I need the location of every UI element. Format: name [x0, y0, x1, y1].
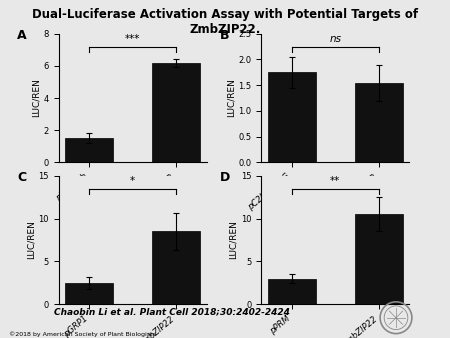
Y-axis label: LUC/REN: LUC/REN [27, 220, 36, 260]
Bar [153, 232, 200, 304]
Text: B: B [220, 29, 229, 42]
Text: D: D [220, 171, 230, 184]
Bar [268, 72, 315, 162]
Bar [268, 279, 315, 304]
Y-axis label: LUC/REN: LUC/REN [226, 78, 235, 118]
Text: Chaobin Li et al. Plant Cell 2018;30:2402-2424: Chaobin Li et al. Plant Cell 2018;30:240… [54, 307, 290, 316]
Bar [65, 283, 113, 304]
Text: C: C [17, 171, 26, 184]
Text: ns: ns [329, 34, 341, 44]
Bar [153, 63, 200, 162]
Text: *: * [130, 176, 135, 186]
Y-axis label: LUC/REN: LUC/REN [229, 220, 238, 260]
Text: Dual-Luciferase Activation Assay with Potential Targets of ZmbZIP22.: Dual-Luciferase Activation Assay with Po… [32, 8, 418, 37]
Text: ©2018 by American Society of Plant Biologists: ©2018 by American Society of Plant Biolo… [9, 332, 156, 337]
Text: **: ** [330, 176, 340, 186]
Y-axis label: LUC/REN: LUC/REN [32, 78, 40, 118]
Bar [355, 82, 403, 162]
Text: A: A [17, 29, 27, 42]
Bar [355, 214, 403, 304]
Text: ***: *** [125, 34, 140, 44]
Bar [65, 138, 113, 162]
